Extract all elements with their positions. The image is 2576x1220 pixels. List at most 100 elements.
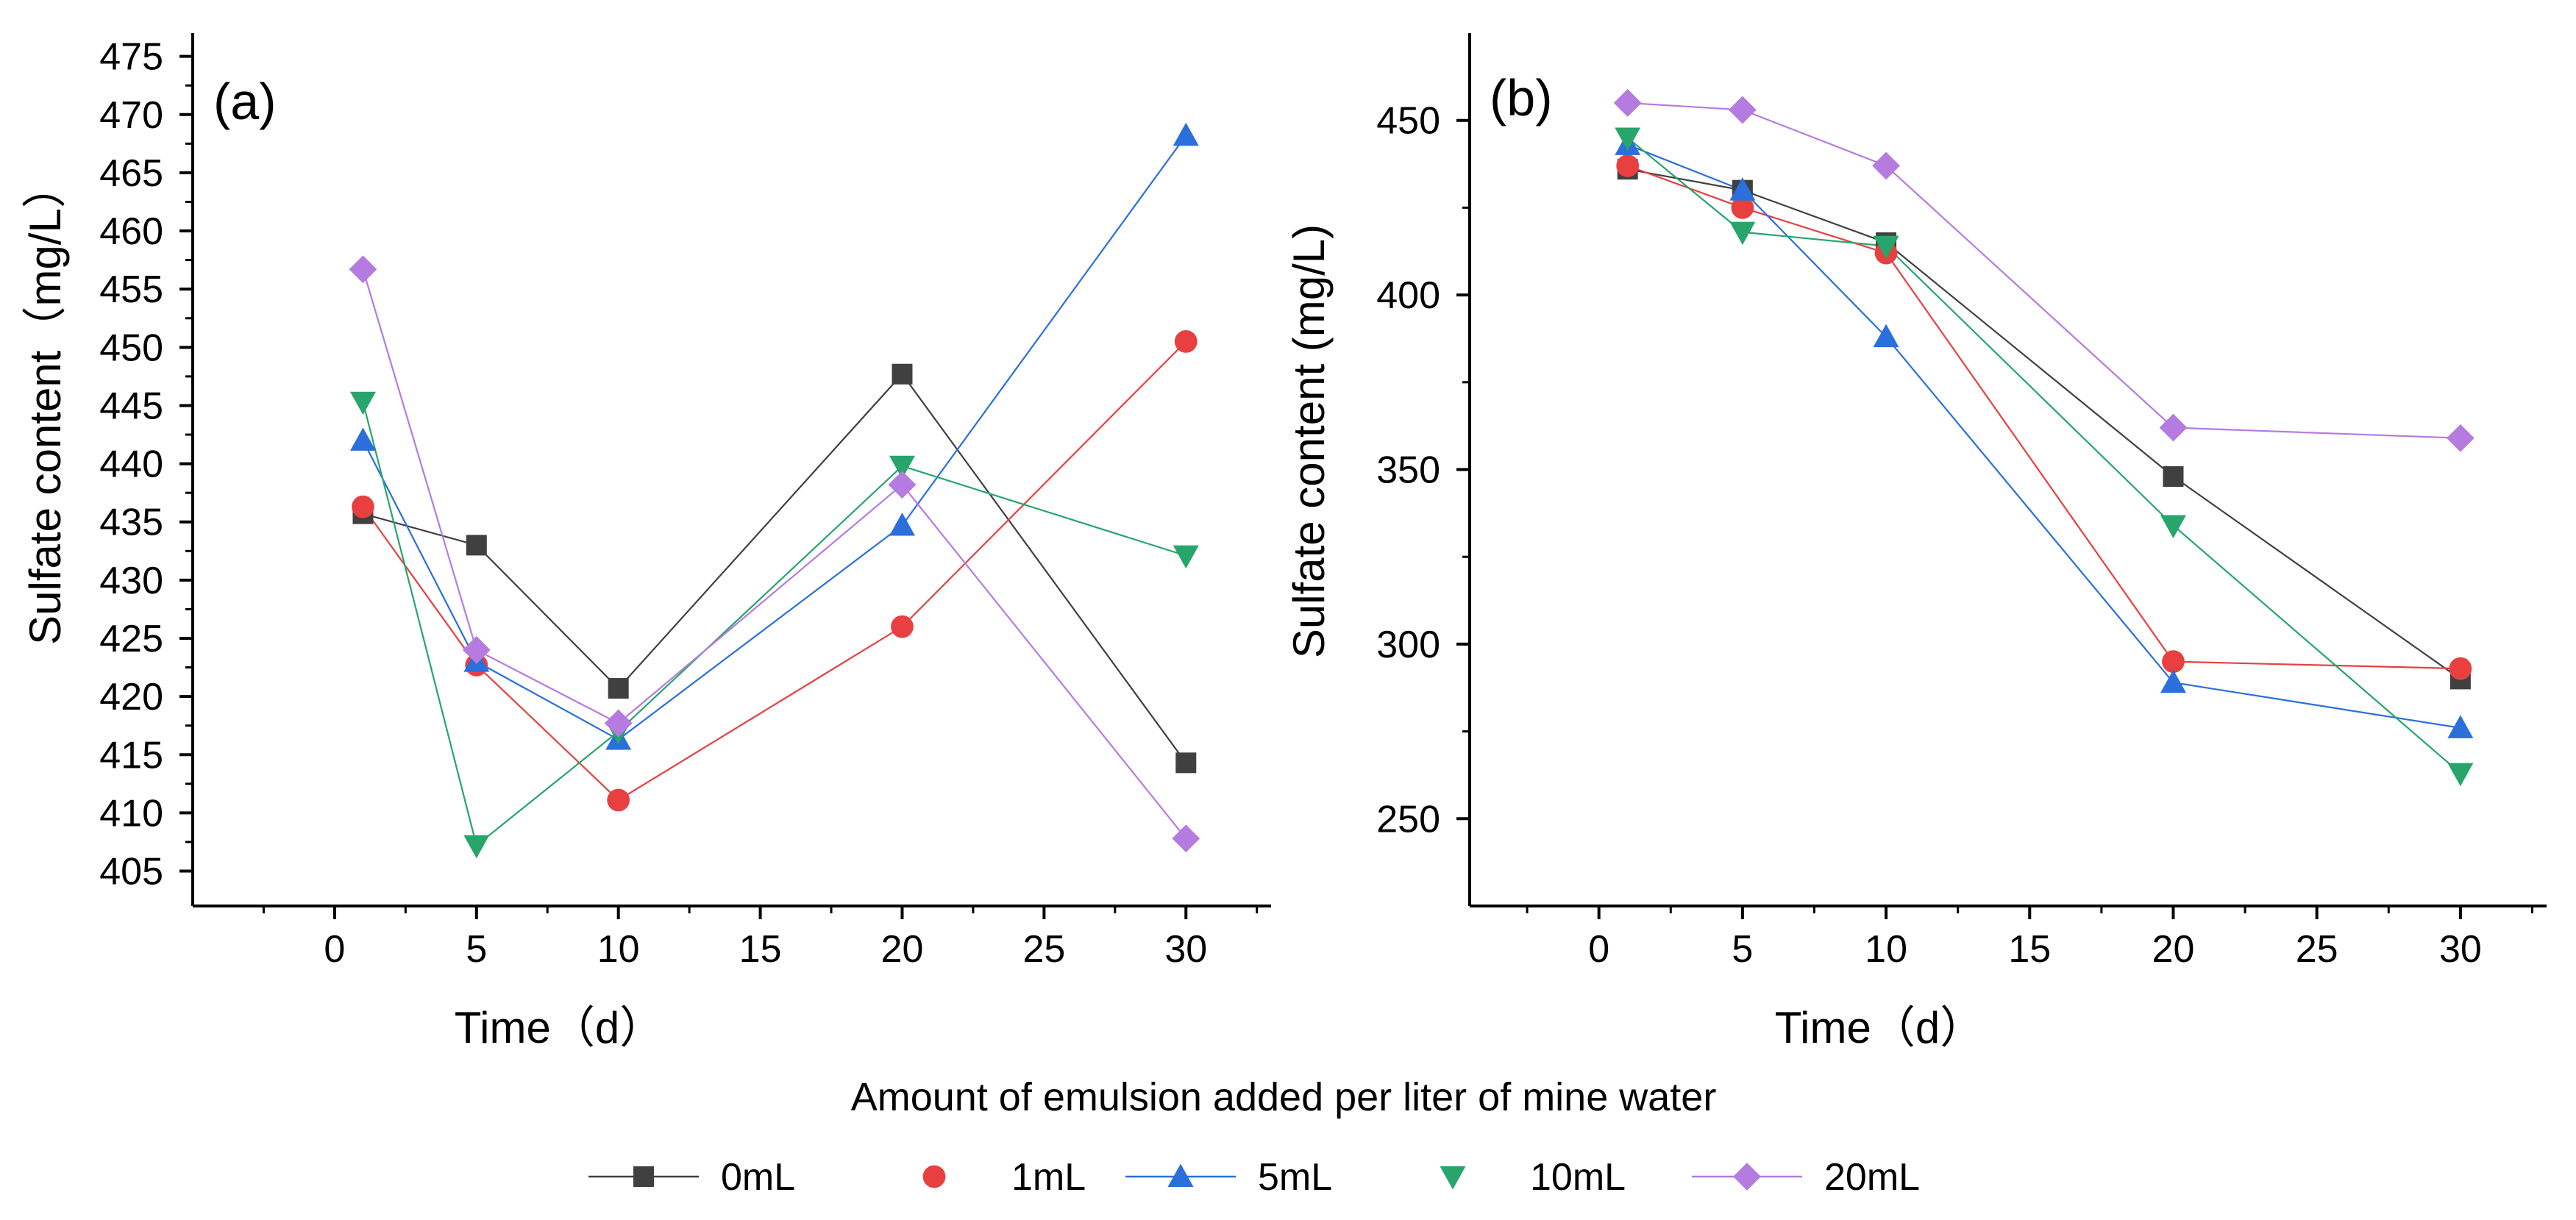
legend-label-10mL: 10mL [1530, 1156, 1626, 1199]
legend-title: Amount of emulsion added per liter of mi… [851, 1075, 1717, 1119]
panel-b-point-10mL [1615, 127, 1641, 151]
legend-marker-1mL [922, 1165, 946, 1188]
panel-b-y-tick-label: 450 [1376, 100, 1440, 143]
panel-b-series-line-1mL [1627, 165, 2461, 670]
panel-a-x-tick-label: 5 [466, 928, 487, 971]
panel-a-point-0mL [892, 363, 913, 385]
panel-b-x-tick-label: 30 [2439, 928, 2482, 971]
legend-marker-5mL [1167, 1163, 1194, 1187]
panel-b-y-axis-title: Sulfate content (mg/L) [1284, 224, 1334, 658]
panel-b: (b) Time（d） Sulfate content (mg/L) 25030… [1284, 33, 2547, 1052]
panel-a-x-axis-title: Time（d） [455, 1003, 663, 1052]
panel-b-point-10mL [2160, 515, 2186, 538]
panel-a-point-20mL [604, 709, 633, 738]
panel-a-point-20mL [462, 635, 491, 664]
panel-b-point-20mL [1872, 151, 1900, 180]
panel-a-x-tick-label: 10 [597, 928, 640, 971]
legend-label-5mL: 5mL [1258, 1156, 1332, 1199]
panel-b-label: (b) [1490, 69, 1553, 126]
panel-b-point-5mL [2160, 669, 2186, 693]
panel-a-point-20mL [349, 255, 377, 284]
panel-b-point-5mL [1729, 177, 1756, 201]
legend-item-0mL: 0mL [588, 1156, 795, 1199]
panel-a-point-10mL [889, 455, 915, 479]
panel-a-label: (a) [213, 73, 277, 130]
panel-b-point-1mL [1616, 154, 1640, 177]
panel-b-x-tick-label: 15 [2008, 928, 2051, 971]
panel-a-y-tick-label: 455 [99, 268, 163, 311]
panel-b-x-tick-label: 5 [1732, 928, 1753, 971]
panel-a-point-1mL [1174, 330, 1198, 353]
panel-b-point-0mL [2163, 465, 2184, 487]
panel-b-y-tick-label: 250 [1376, 798, 1440, 841]
panel-a-point-10mL [1173, 545, 1199, 569]
panel-a-y-tick-label: 425 [99, 618, 163, 660]
panel-b-x-tick-label: 10 [1865, 928, 1907, 971]
legend-label-0mL: 0mL [721, 1156, 795, 1199]
panel-a-x-tick-label: 20 [881, 928, 924, 971]
panel-a-point-20mL [1172, 824, 1200, 853]
panel-a-point-5mL [1173, 122, 1199, 146]
panel-b-y-tick-label: 350 [1376, 449, 1440, 492]
panel-a-y-tick-label: 415 [99, 734, 163, 777]
panel-b-point-1mL [1731, 196, 1754, 219]
panel-b-series-line-10mL [1627, 137, 2461, 774]
panel-b-point-5mL [1873, 324, 1899, 348]
panel-b-point-20mL [1728, 96, 1757, 124]
panel-a-y-tick-label: 405 [99, 851, 163, 893]
panel-b-x-tick-label: 25 [2296, 928, 2338, 971]
panel-a-y-tick-label: 435 [99, 502, 163, 544]
legend-label-20mL: 20mL [1824, 1156, 1920, 1199]
panel-a: (a) Time（d） Sulfate content（mg/L） 405 410… [21, 33, 1271, 1052]
panel-a-point-20mL [888, 471, 917, 499]
panel-b-point-20mL [2446, 424, 2474, 452]
panel-b-point-1mL [2162, 650, 2185, 674]
panel-b-point-10mL [2447, 763, 2474, 787]
panel-b-x-tick-label: 0 [1588, 928, 1609, 971]
panel-a-x-tick-label: 0 [324, 928, 345, 971]
panel-b-x-axis-title: Time（d） [1775, 1003, 1984, 1052]
panel-b-point-20mL [2159, 413, 2188, 442]
panel-a-point-1mL [891, 615, 914, 638]
panel-a-y-tick-label: 465 [99, 152, 163, 195]
panel-a-y-tick-label: 475 [99, 36, 163, 79]
panel-a-point-10mL [349, 391, 376, 415]
legend-label-1mL: 1mL [1011, 1156, 1086, 1199]
legend-item-10mL: 10mL [1440, 1156, 1626, 1199]
panel-b-series-line-0mL [1627, 168, 2461, 680]
panel-a-point-5mL [889, 512, 915, 536]
panel-a-x-tick-label: 30 [1164, 928, 1207, 971]
legend-marker-20mL [1733, 1163, 1761, 1191]
panel-a-series-line-1mL [362, 340, 1187, 802]
panel-a-point-1mL [607, 788, 630, 812]
panel-a-point-0mL [608, 678, 629, 699]
panel-b-series-line-20mL [1627, 101, 2461, 439]
legend: Amount of emulsion added per liter of mi… [588, 1075, 1920, 1199]
panel-b-y-tick-label: 400 [1376, 274, 1440, 317]
panel-a-point-0mL [466, 535, 487, 556]
panel-b-point-5mL [2447, 715, 2474, 738]
panel-a-y-tick-label: 470 [99, 94, 163, 137]
panel-a-point-5mL [349, 427, 376, 451]
panel-a-series-line-10mL [362, 402, 1186, 847]
panel-b-point-20mL [1613, 89, 1642, 117]
panel-a-x-tick-label: 15 [739, 928, 782, 971]
panel-a-y-tick-label: 430 [99, 560, 163, 602]
legend-item-1mL: 1mL [922, 1156, 1086, 1199]
panel-a-y-tick-label: 440 [99, 443, 163, 486]
panel-b-y-tick-label: 300 [1376, 624, 1440, 666]
panel-a-y-tick-label: 460 [99, 210, 163, 253]
panel-a-x-tick-label: 25 [1022, 928, 1065, 971]
panel-a-point-0mL [1175, 752, 1197, 774]
panel-a-point-10mL [463, 835, 490, 859]
panel-b-point-10mL [1729, 221, 1756, 246]
panel-a-y-axis-title: Sulfate content（mg/L） [21, 164, 70, 645]
legend-item-5mL: 5mL [1125, 1156, 1332, 1199]
panel-b-x-tick-label: 20 [2152, 928, 2195, 971]
legend-item-20mL: 20mL [1692, 1156, 1920, 1199]
panel-a-y-tick-label: 410 [99, 792, 163, 835]
panel-a-point-1mL [352, 495, 374, 518]
panel-b-point-1mL [2449, 657, 2472, 680]
panel-b-point-10mL [1873, 235, 1899, 260]
